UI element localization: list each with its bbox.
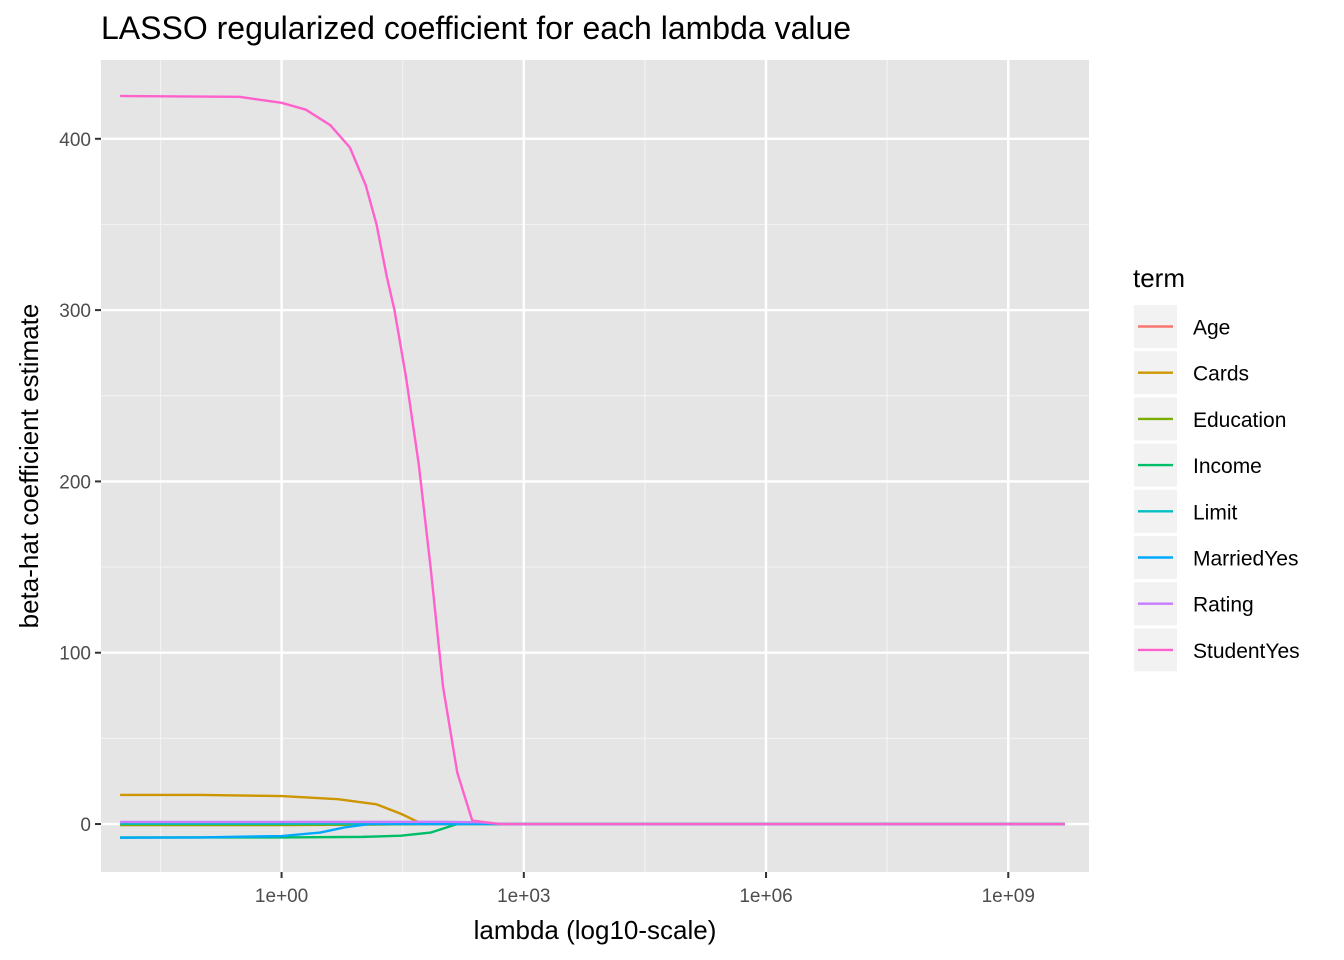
y-axis: 0 100 200 300 400: [59, 130, 101, 836]
x-tick-label: 1e+06: [739, 886, 792, 907]
chart-title: LASSO regularized coefficient for each l…: [101, 10, 851, 46]
legend-item-cards: Cards: [1134, 351, 1249, 395]
legend-item-limit: Limit: [1134, 489, 1238, 533]
x-tick-label: 1e+00: [255, 886, 308, 907]
legend-label: Education: [1193, 409, 1286, 432]
legend-item-marriedyes: MarriedYes: [1134, 536, 1298, 579]
legend-items: Age Cards Education Income Limit MarriedYes Ra…: [1134, 305, 1300, 672]
legend-item-studentyes: StudentYes: [1134, 628, 1300, 672]
series-line-marriedyes: [120, 822, 1065, 839]
legend-item-age: Age: [1134, 305, 1230, 348]
x-axis: 1e+00 1e+03 1e+06 1e+09: [255, 872, 1035, 907]
legend-label: MarriedYes: [1193, 548, 1298, 571]
y-tick-label: 300: [59, 301, 91, 322]
series-lines: [120, 94, 1065, 839]
x-axis-title: lambda (log10-scale): [474, 915, 717, 945]
grid-minor: [101, 60, 1089, 872]
legend-item-education: Education: [1134, 397, 1286, 441]
legend: term Age Cards Education Income Limit Married…: [1133, 263, 1300, 672]
x-tick-label: 1e+09: [982, 886, 1035, 907]
legend-item-rating: Rating: [1134, 582, 1254, 626]
legend-label: Income: [1193, 455, 1262, 478]
x-tick-label: 1e+03: [497, 886, 550, 907]
legend-label: Cards: [1193, 363, 1249, 386]
y-tick-label: 0: [80, 815, 91, 836]
legend-title: term: [1133, 263, 1185, 293]
legend-label: Limit: [1193, 501, 1238, 524]
series-line-studentyes: [120, 94, 1065, 826]
legend-label: StudentYes: [1193, 640, 1300, 663]
y-tick-label: 100: [59, 644, 91, 665]
legend-label: Rating: [1193, 594, 1254, 617]
y-tick-label: 400: [59, 130, 91, 151]
legend-item-income: Income: [1134, 443, 1262, 487]
legend-label: Age: [1193, 317, 1230, 340]
y-tick-label: 200: [59, 472, 91, 493]
plot-panel: [101, 60, 1089, 872]
y-axis-title: beta-hat coefficient estimate: [14, 304, 44, 629]
panel-background: [101, 60, 1089, 872]
